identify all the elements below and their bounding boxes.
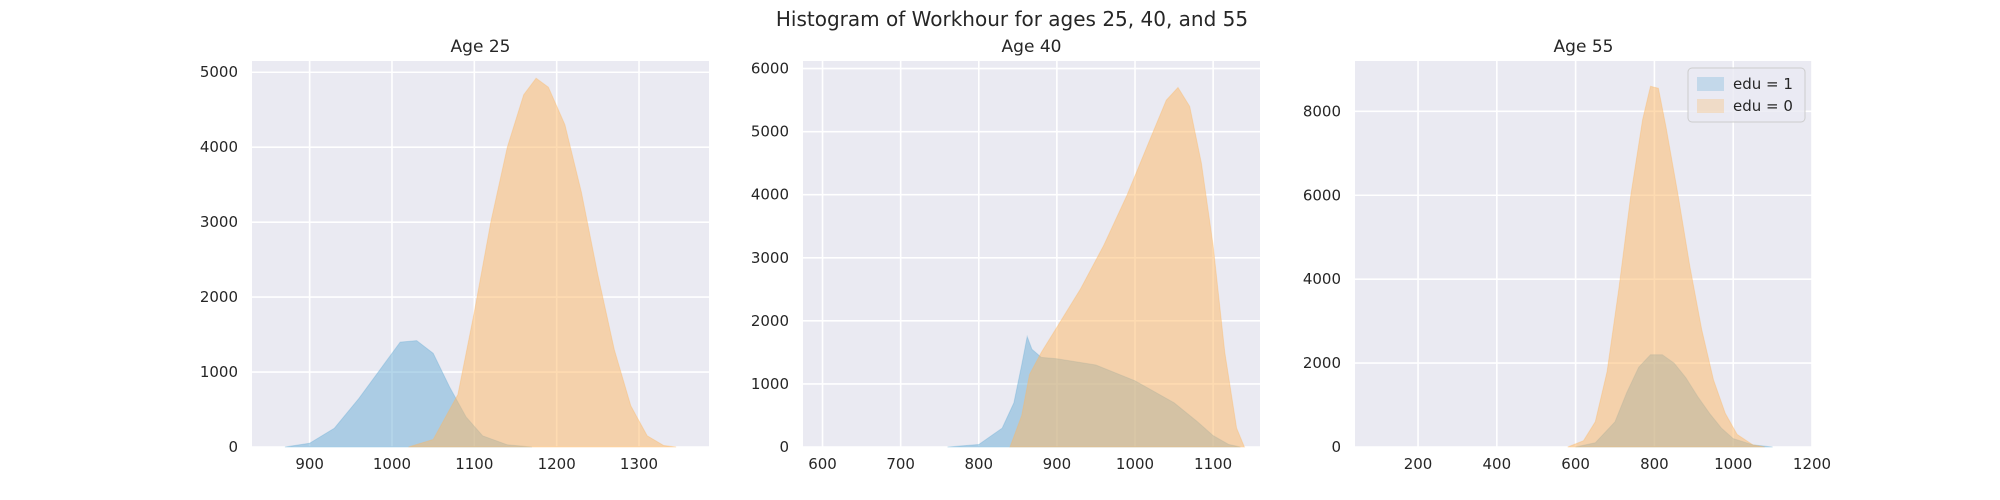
y-tick-label: 3000 bbox=[751, 249, 789, 267]
subplot-title: Age 55 bbox=[1554, 37, 1614, 57]
y-tick-label: 6000 bbox=[1303, 186, 1341, 204]
y-tick-label: 0 bbox=[779, 438, 789, 456]
histogram-edu-0 bbox=[408, 77, 677, 448]
x-tick-label: 800 bbox=[964, 455, 993, 473]
legend-swatch bbox=[1697, 77, 1724, 91]
y-tick-label: 5000 bbox=[751, 123, 789, 141]
histogram-edu-0 bbox=[1567, 85, 1765, 448]
y-tick-label: 2000 bbox=[1303, 354, 1341, 372]
y-tick-label: 1000 bbox=[200, 363, 238, 381]
x-tick-label: 1200 bbox=[538, 455, 576, 473]
y-tick-label: 0 bbox=[1331, 438, 1341, 456]
y-tick-label: 4000 bbox=[1303, 270, 1341, 288]
y-tick-label: 6000 bbox=[751, 60, 789, 78]
subplot-title: Age 40 bbox=[1002, 37, 1062, 57]
legend-swatch bbox=[1697, 99, 1724, 113]
x-tick-label: 600 bbox=[1561, 455, 1590, 473]
subplot-3: 200 400 600 800 1000 1200 0 2000 4000 6000 8000 Age… bbox=[1303, 37, 1831, 473]
y-tick-label: 8000 bbox=[1303, 102, 1341, 120]
figure-title: Histogram of Workhour for ages 25, 40, a… bbox=[776, 7, 1248, 31]
x-tick-label: 1000 bbox=[1714, 455, 1752, 473]
plot-area bbox=[1355, 61, 1812, 447]
x-tick-label: 1000 bbox=[373, 455, 411, 473]
y-tick-label: 5000 bbox=[200, 63, 238, 81]
y-tick-label: 4000 bbox=[200, 138, 238, 156]
x-tick-label: 1100 bbox=[455, 455, 493, 473]
x-tick-label: 900 bbox=[295, 455, 324, 473]
x-tick-label: 1000 bbox=[1116, 455, 1154, 473]
subplot-title: Age 25 bbox=[451, 37, 511, 57]
x-tick-label: 200 bbox=[1404, 455, 1433, 473]
y-tick-label: 1000 bbox=[751, 375, 789, 393]
legend: edu = 1 edu = 0 bbox=[1687, 67, 1806, 123]
x-tick-label: 600 bbox=[808, 455, 837, 473]
x-tick-label: 1200 bbox=[1793, 455, 1831, 473]
y-tick-label: 2000 bbox=[751, 312, 789, 330]
y-tick-label: 0 bbox=[228, 438, 238, 456]
subplot-2: 600 700 800 900 1000 1100 0 1000 2000 3000 4000 500… bbox=[751, 37, 1260, 473]
legend-label: edu = 0 bbox=[1733, 97, 1793, 115]
x-tick-label: 1100 bbox=[1194, 455, 1232, 473]
x-tick-label: 400 bbox=[1483, 455, 1512, 473]
legend-box bbox=[1687, 67, 1806, 123]
y-tick-label: 3000 bbox=[200, 213, 238, 231]
y-tick-label: 2000 bbox=[200, 288, 238, 306]
subplot-1: 900 1000 1100 1200 1300 0 1000 2000 3000 4000 5000… bbox=[200, 37, 709, 473]
legend-label: edu = 1 bbox=[1733, 75, 1793, 93]
histogram-edu-0 bbox=[1009, 86, 1246, 448]
x-tick-label: 900 bbox=[1043, 455, 1072, 473]
y-tick-label: 4000 bbox=[751, 186, 789, 204]
x-tick-label: 1300 bbox=[620, 455, 658, 473]
x-tick-label: 700 bbox=[886, 455, 915, 473]
x-tick-label: 800 bbox=[1640, 455, 1669, 473]
